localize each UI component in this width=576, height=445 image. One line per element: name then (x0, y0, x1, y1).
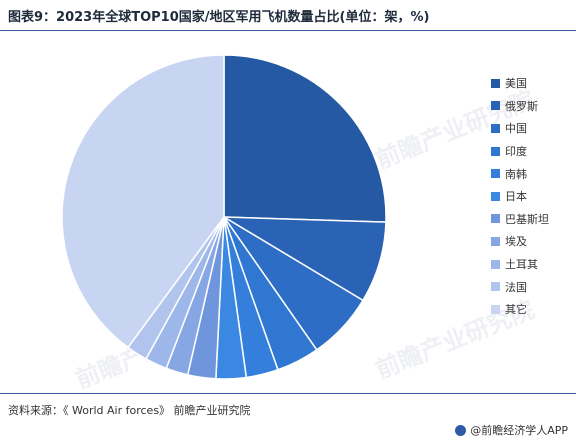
legend-label: 土耳其 (505, 258, 538, 272)
brand-logo-icon (455, 424, 467, 436)
legend-swatch (491, 101, 500, 111)
chart-title: 图表9：2023年全球TOP10国家/地区军用飞机数量占比(单位：架，%) (8, 10, 430, 25)
legend-swatch (491, 304, 500, 314)
legend-item: 日本 (491, 185, 549, 208)
brand-label: @前瞻经济学人APP (470, 424, 568, 437)
legend-label: 其它 (505, 303, 527, 317)
legend-item: 土耳其 (491, 253, 549, 276)
legend-label: 中国 (505, 122, 527, 136)
legend-label: 俄罗斯 (505, 99, 538, 113)
legend-item: 巴基斯坦 (491, 208, 549, 231)
legend-swatch (491, 169, 500, 179)
legend-item: 俄罗斯 (491, 95, 549, 118)
legend-item: 印度 (491, 140, 549, 163)
legend-label: 美国 (505, 77, 527, 91)
legend-item: 埃及 (491, 230, 549, 253)
title-divider (0, 30, 576, 31)
legend-label: 法国 (505, 280, 527, 294)
legend-label: 南韩 (505, 167, 527, 181)
legend-swatch (491, 123, 500, 133)
legend-item: 美国 (491, 72, 549, 95)
legend-item: 法国 (491, 275, 549, 298)
brand: @前瞻经济学人APP (455, 422, 568, 438)
legend-swatch (491, 214, 500, 224)
legend: 美国俄罗斯中国印度南韩日本巴基斯坦埃及土耳其法国其它 (491, 72, 549, 321)
legend-label: 巴基斯坦 (505, 212, 549, 226)
legend-swatch (491, 259, 500, 269)
legend-item: 南韩 (491, 162, 549, 185)
footer-divider (0, 393, 576, 394)
legend-label: 印度 (505, 145, 527, 159)
legend-swatch (491, 282, 500, 292)
legend-item: 其它 (491, 298, 549, 321)
legend-swatch (491, 146, 500, 156)
pie-slice-1 (223, 54, 387, 223)
pie-slice-11 (61, 54, 225, 349)
pie-chart (61, 54, 387, 380)
legend-swatch (491, 78, 500, 88)
legend-label: 日本 (505, 190, 527, 204)
source-note: 资料来源：《 World Air forces》 前瞻产业研究院 (8, 404, 251, 417)
legend-swatch (491, 236, 500, 246)
legend-item: 中国 (491, 117, 549, 140)
legend-swatch (491, 191, 500, 201)
legend-label: 埃及 (505, 235, 527, 249)
